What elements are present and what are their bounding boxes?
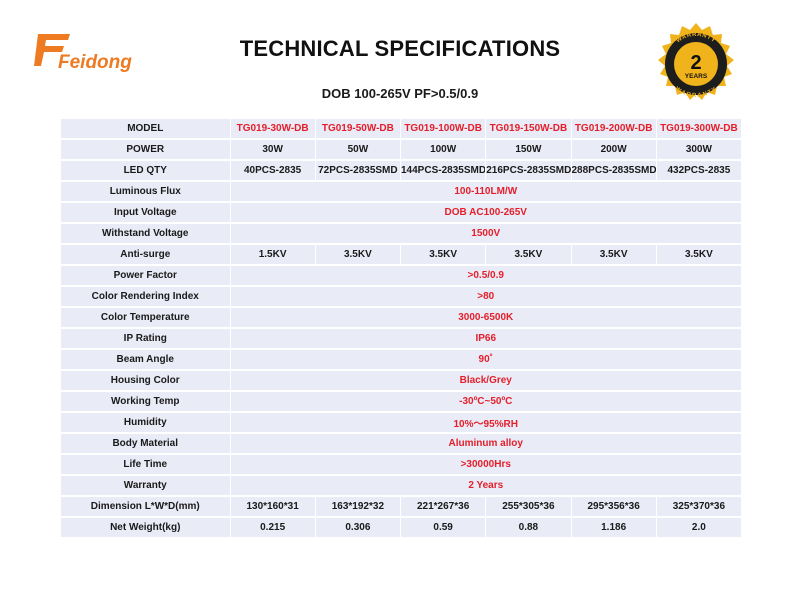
feidong-logo: Feidong bbox=[34, 34, 132, 73]
logo-wordmark: Feidong bbox=[58, 52, 132, 73]
table-cell: DOB AC100-265V bbox=[230, 203, 741, 222]
table-cell: 90˚ bbox=[230, 350, 741, 369]
table-cell: -30ºC~50ºC bbox=[230, 392, 741, 411]
row-label: Housing Color bbox=[61, 371, 230, 390]
row-label: Color Rendering Index bbox=[61, 287, 230, 306]
table-cell: 144PCS-2835SMD bbox=[401, 161, 486, 180]
table-cell: 2.0 bbox=[656, 518, 741, 537]
table-row-color-temperature: Color Temperature 3000-6500K bbox=[61, 308, 741, 327]
row-label: Luminous Flux bbox=[61, 182, 230, 201]
table-cell: 72PCS-2835SMD bbox=[315, 161, 400, 180]
table-cell: 288PCS-2835SMD bbox=[571, 161, 656, 180]
row-label: Life Time bbox=[61, 455, 230, 474]
svg-text:2: 2 bbox=[690, 52, 701, 74]
table-cell: 432PCS-2835 bbox=[656, 161, 741, 180]
table-row-warranty: Warranty 2 Years bbox=[61, 476, 741, 495]
table-cell: 30W bbox=[230, 140, 315, 159]
page-subtitle: DOB 100-265V PF>0.5/0.9 bbox=[321, 86, 479, 101]
row-label: Warranty bbox=[61, 476, 230, 495]
table-cell: 300W bbox=[656, 140, 741, 159]
row-label: POWER bbox=[61, 140, 230, 159]
table-row-beam-angle: Beam Angle 90˚ bbox=[61, 350, 741, 369]
table-cell: 0.215 bbox=[230, 518, 315, 537]
row-label: Input Voltage bbox=[61, 203, 230, 222]
table-row-body-material: Body Material Aluminum alloy bbox=[61, 434, 741, 453]
table-cell: 216PCS-2835SMD bbox=[486, 161, 571, 180]
table-row-luminous-flux: Luminous Flux 100-110LM/W bbox=[61, 182, 741, 201]
model-cell: TG019-300W-DB bbox=[656, 119, 741, 138]
table-cell: 3.5KV bbox=[486, 245, 571, 264]
table-row-power: POWER 30W 50W 100W 150W 200W 300W bbox=[61, 140, 741, 159]
table-cell: 3.5KV bbox=[315, 245, 400, 264]
table-cell: 10%～95%RH bbox=[230, 413, 741, 432]
row-label: Power Factor bbox=[61, 266, 230, 285]
table-cell: 221*267*36 bbox=[401, 497, 486, 516]
table-cell: IP66 bbox=[230, 329, 741, 348]
table-cell: 3.5KV bbox=[571, 245, 656, 264]
table-cell: Aluminum alloy bbox=[230, 434, 741, 453]
warranty-badge: WARRANTY WARRANTY 2 YEARS bbox=[658, 23, 734, 100]
model-cell: TG019-200W-DB bbox=[571, 119, 656, 138]
table-cell: 0.88 bbox=[486, 518, 571, 537]
row-label: Dimension L*W*D(mm) bbox=[61, 497, 230, 516]
table-row-cri: Color Rendering Index >80 bbox=[61, 287, 741, 306]
table-row-humidity: Humidity 10%～95%RH bbox=[61, 413, 741, 432]
row-label: IP Rating bbox=[61, 329, 230, 348]
row-label: Humidity bbox=[61, 413, 230, 432]
table-cell: Black/Grey bbox=[230, 371, 741, 390]
table-cell: 150W bbox=[486, 140, 571, 159]
table-row-withstand-voltage: Withstand Voltage 1500V bbox=[61, 224, 741, 243]
table-cell: >30000Hrs bbox=[230, 455, 741, 474]
model-cell: TG019-150W-DB bbox=[486, 119, 571, 138]
table-row-net-weight: Net Weight(kg) 0.215 0.306 0.59 0.88 1.1… bbox=[61, 518, 741, 537]
row-label: Anti-surge bbox=[61, 245, 230, 264]
table-cell: 255*305*36 bbox=[486, 497, 571, 516]
page-title: TECHNICAL SPECIFICATIONS bbox=[239, 36, 561, 61]
svg-text:YEARS: YEARS bbox=[685, 73, 708, 80]
table-cell: 1.5KV bbox=[230, 245, 315, 264]
table-row-anti-surge: Anti-surge 1.5KV 3.5KV 3.5KV 3.5KV 3.5KV… bbox=[61, 245, 741, 264]
table-cell: 163*192*32 bbox=[315, 497, 400, 516]
table-cell: 1500V bbox=[230, 224, 741, 243]
table-cell: 0.306 bbox=[315, 518, 400, 537]
table-row-power-factor: Power Factor >0.5/0.9 bbox=[61, 266, 741, 285]
model-cell: TG019-30W-DB bbox=[230, 119, 315, 138]
table-cell: 3000-6500K bbox=[230, 308, 741, 327]
table-cell: 50W bbox=[315, 140, 400, 159]
table-cell: 100-110LM/W bbox=[230, 182, 741, 201]
table-cell: 1.186 bbox=[571, 518, 656, 537]
row-label: Color Temperature bbox=[61, 308, 230, 327]
table-row-dimension: Dimension L*W*D(mm) 130*160*31 163*192*3… bbox=[61, 497, 741, 516]
spec-table: MODEL TG019-30W-DB TG019-50W-DB TG019-10… bbox=[60, 117, 742, 539]
table-cell: >0.5/0.9 bbox=[230, 266, 741, 285]
table-cell: 200W bbox=[571, 140, 656, 159]
row-label: Withstand Voltage bbox=[61, 224, 230, 243]
row-label: Net Weight(kg) bbox=[61, 518, 230, 537]
row-label: MODEL bbox=[61, 119, 230, 138]
row-label: LED QTY bbox=[61, 161, 230, 180]
table-cell: 325*370*36 bbox=[656, 497, 741, 516]
model-cell: TG019-50W-DB bbox=[315, 119, 400, 138]
row-label: Beam Angle bbox=[61, 350, 230, 369]
table-cell: 0.59 bbox=[401, 518, 486, 537]
table-cell: 2 Years bbox=[230, 476, 741, 495]
table-row-model: MODEL TG019-30W-DB TG019-50W-DB TG019-10… bbox=[61, 119, 741, 138]
table-row-led-qty: LED QTY 40PCS-2835 72PCS-2835SMD 144PCS-… bbox=[61, 161, 741, 180]
row-label: Working Temp bbox=[61, 392, 230, 411]
table-row-housing-color: Housing Color Black/Grey bbox=[61, 371, 741, 390]
table-row-life-time: Life Time >30000Hrs bbox=[61, 455, 741, 474]
table-row-input-voltage: Input Voltage DOB AC100-265V bbox=[61, 203, 741, 222]
row-label: Body Material bbox=[61, 434, 230, 453]
table-cell: 100W bbox=[401, 140, 486, 159]
table-row-working-temp: Working Temp -30ºC~50ºC bbox=[61, 392, 741, 411]
table-cell: 295*356*36 bbox=[571, 497, 656, 516]
table-cell: 40PCS-2835 bbox=[230, 161, 315, 180]
table-cell: >80 bbox=[230, 287, 741, 306]
table-row-ip-rating: IP Rating IP66 bbox=[61, 329, 741, 348]
table-cell: 3.5KV bbox=[401, 245, 486, 264]
table-cell: 3.5KV bbox=[656, 245, 741, 264]
model-cell: TG019-100W-DB bbox=[401, 119, 486, 138]
table-cell: 130*160*31 bbox=[230, 497, 315, 516]
